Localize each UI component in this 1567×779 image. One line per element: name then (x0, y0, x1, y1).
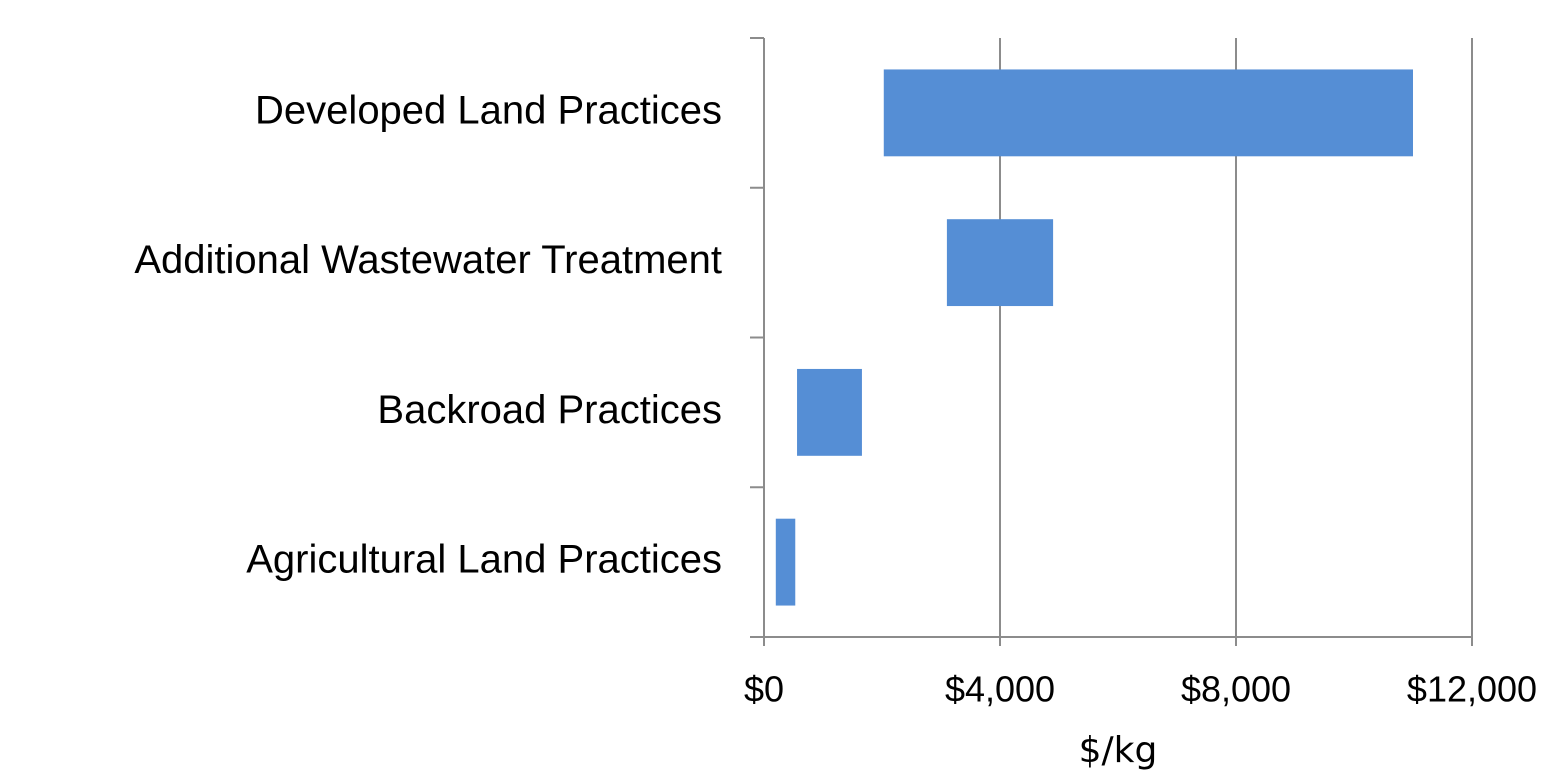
bar (946, 219, 1054, 307)
bar (797, 368, 862, 456)
x-tick-label: $8,000 (1181, 669, 1291, 710)
y-tick-label: Backroad Practices (377, 388, 722, 432)
y-tick-label: Developed Land Practices (255, 88, 722, 132)
y-tick-label: Additional Wastewater Treatment (134, 238, 722, 282)
x-tick-label: $12,000 (1407, 669, 1537, 710)
x-tick-label: $0 (744, 669, 784, 710)
bar (883, 69, 1413, 157)
x-tick-label: $4,000 (945, 669, 1055, 710)
bar (775, 518, 796, 606)
y-tick-label: Agricultural Land Practices (246, 538, 722, 582)
x-axis-title: $/kg (1079, 730, 1158, 771)
